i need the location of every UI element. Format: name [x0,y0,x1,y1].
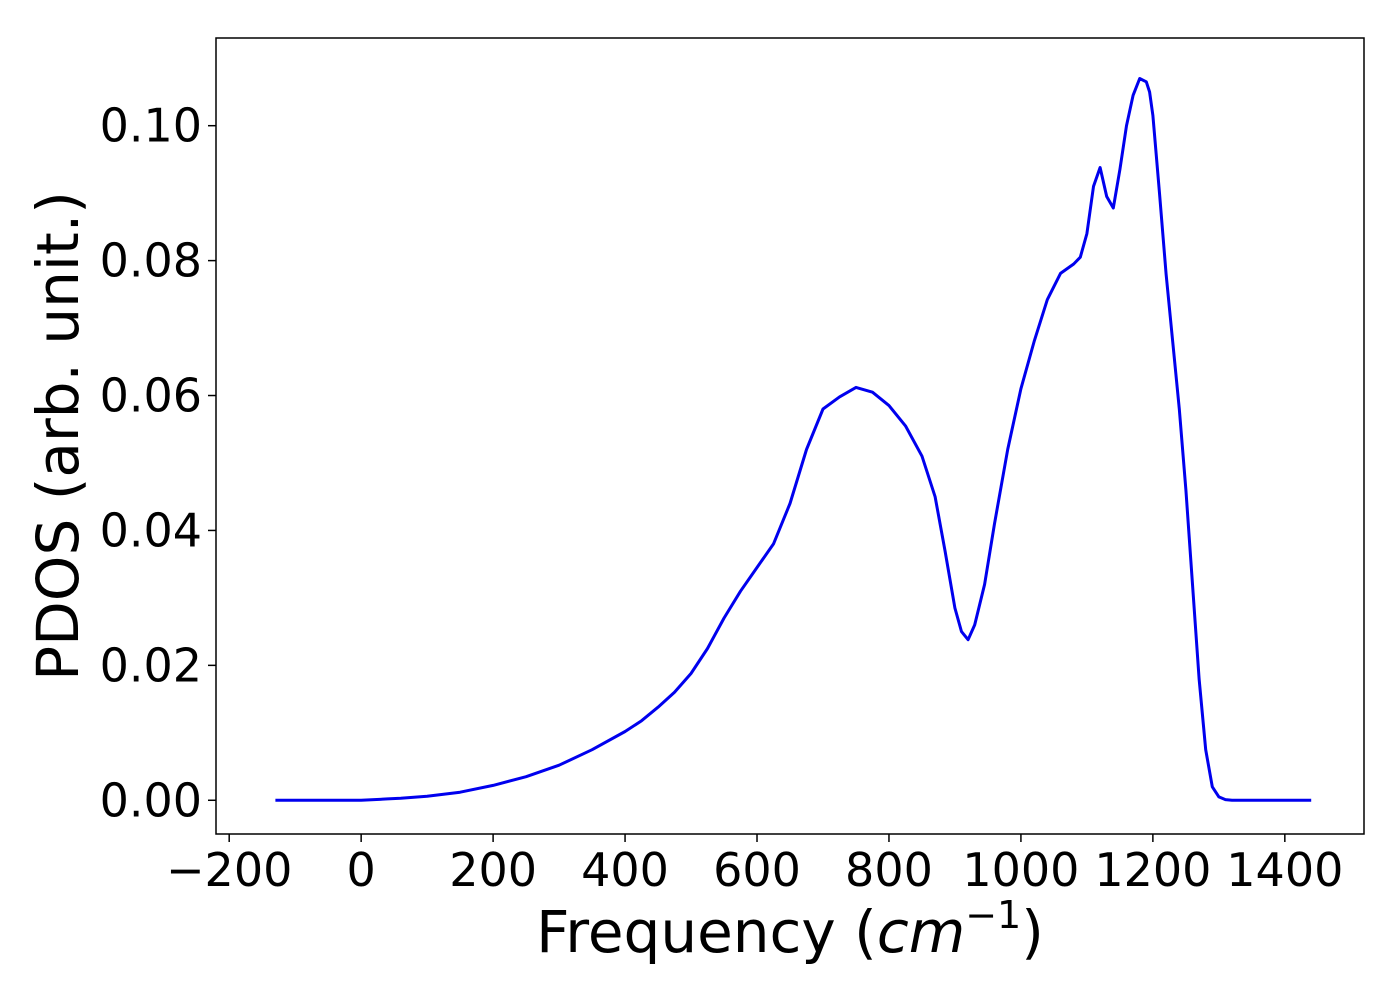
plot-area [215,37,1365,835]
x-axis-label: Frequency (cm−1) [536,893,1044,966]
x-tick-label: 400 [581,843,669,897]
x-tick-label: 1400 [1226,843,1343,897]
y-tick-label: 0.08 [100,234,202,288]
y-tick-label: 0.06 [100,369,202,423]
x-tick-label: 200 [449,843,537,897]
y-tick-label: 0.10 [100,99,202,153]
x-tick-label: 800 [845,843,933,897]
x-tick-label: 0 [347,843,376,897]
y-tick-label: 0.04 [100,503,202,557]
x-tick-label: 1000 [962,843,1079,897]
y-tick-label: 0.02 [100,638,202,692]
y-axis-ticks: 0.00 0.02 0.04 0.06 0.08 0.10 [100,99,216,827]
x-tick-label: −200 [166,843,292,897]
x-tick-label: 600 [713,843,801,897]
y-axis-label: PDOS (arb. unit.) [24,191,92,681]
y-tick-label: 0.00 [100,773,202,827]
x-axis-ticks: −200 0 200 400 600 800 1000 1200 1400 [166,834,1343,897]
x-tick-label: 1200 [1094,843,1211,897]
pdos-line [275,77,1312,802]
